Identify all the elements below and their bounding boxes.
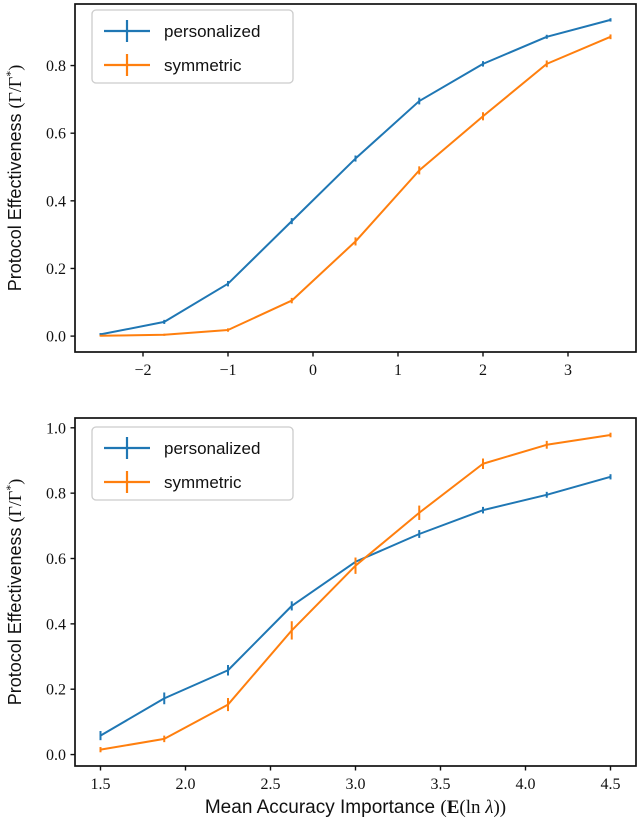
legend-entry-personalized: personalized (104, 437, 260, 459)
x-tick-label: 1 (394, 362, 402, 379)
y-tick-label: 0.8 (46, 486, 66, 503)
legend: personalized symmetric (91, 426, 294, 501)
y-tick-label: 0.2 (46, 682, 66, 699)
legend-label: personalized (164, 22, 260, 41)
legend-label: personalized (164, 439, 260, 458)
series-personalized (99, 18, 612, 336)
x-tick-label: −2 (134, 362, 151, 379)
y-tick-label: 0.8 (46, 58, 66, 75)
bottom-chart: 1.5 2.0 2.5 3.0 3.5 4.0 4.5 0.0 0.2 0.4 0.6 0.8 1.0 p… (0, 407, 640, 827)
y-tick-label: 0.2 (46, 261, 66, 278)
legend-entry-personalized: personalized (104, 20, 260, 42)
x-tick-label: 3 (564, 362, 572, 379)
axes-ticks: 1.5 2.0 2.5 3.0 3.5 4.0 4.5 0.0 0.2 0.4 0.6 0.8 1.0 (46, 420, 621, 793)
plot-frame (74, 417, 637, 767)
x-tick-label: 0 (309, 362, 317, 379)
legend-label: symmetric (164, 473, 242, 492)
legend-entry-symmetric: symmetric (104, 54, 242, 76)
y-tick-label: 1.0 (46, 420, 66, 437)
x-tick-label: −1 (219, 362, 236, 379)
plot-frame (74, 3, 637, 353)
top-chart: −2 −1 0 1 2 3 0.0 0.2 0.4 0.6 0.8 personalized symme… (0, 0, 640, 407)
y-tick-label: 0.4 (46, 616, 66, 633)
y-tick-label: 0.6 (46, 126, 66, 143)
x-tick-label: 2.5 (261, 776, 281, 793)
y-axis-label: Protocol Effectiveness (Γ/Γ*) (3, 479, 26, 706)
series-symmetric (99, 432, 612, 753)
x-tick-label: 2.0 (176, 776, 196, 793)
x-tick-label: 2 (479, 362, 487, 379)
legend: personalized symmetric (91, 9, 294, 84)
legend-entry-symmetric: symmetric (104, 471, 242, 493)
legend-label: symmetric (164, 56, 242, 75)
y-tick-label: 0.6 (46, 551, 66, 568)
x-tick-label: 1.5 (91, 776, 111, 793)
x-tick-label: 3.5 (431, 776, 451, 793)
x-tick-label: 3.0 (346, 776, 366, 793)
y-axis-label: Protocol Effectiveness (Γ/Γ*) (3, 65, 26, 292)
y-tick-label: 0.4 (46, 193, 66, 210)
x-axis-label: Mean Accuracy Importance (E(ln λ)) (205, 797, 506, 818)
x-tick-label: 4.0 (516, 776, 536, 793)
y-tick-label: 0.0 (46, 329, 66, 346)
series-symmetric (99, 34, 612, 337)
x-tick-label: 4.5 (601, 776, 621, 793)
y-tick-label: 0.0 (46, 747, 66, 764)
